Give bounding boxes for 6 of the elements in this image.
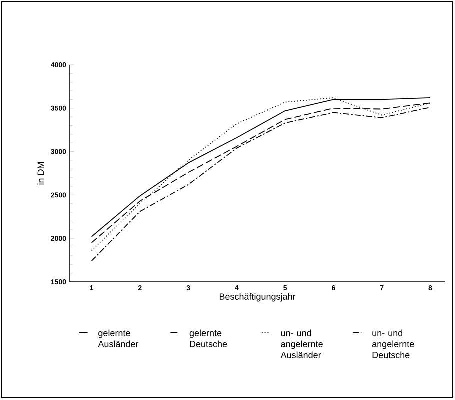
- y-axis-title: in DM: [38, 162, 44, 185]
- x-axis-title: Beschäftigungsjahr: [220, 293, 296, 302]
- legend-label: un- und angelernte Ausländer: [280, 330, 323, 358]
- legend-label: gelernte Deutsche: [190, 330, 228, 348]
- legend-label: un- und angelernte Deutsche: [372, 330, 414, 358]
- legend-label: gelernte Ausländer: [98, 330, 139, 348]
